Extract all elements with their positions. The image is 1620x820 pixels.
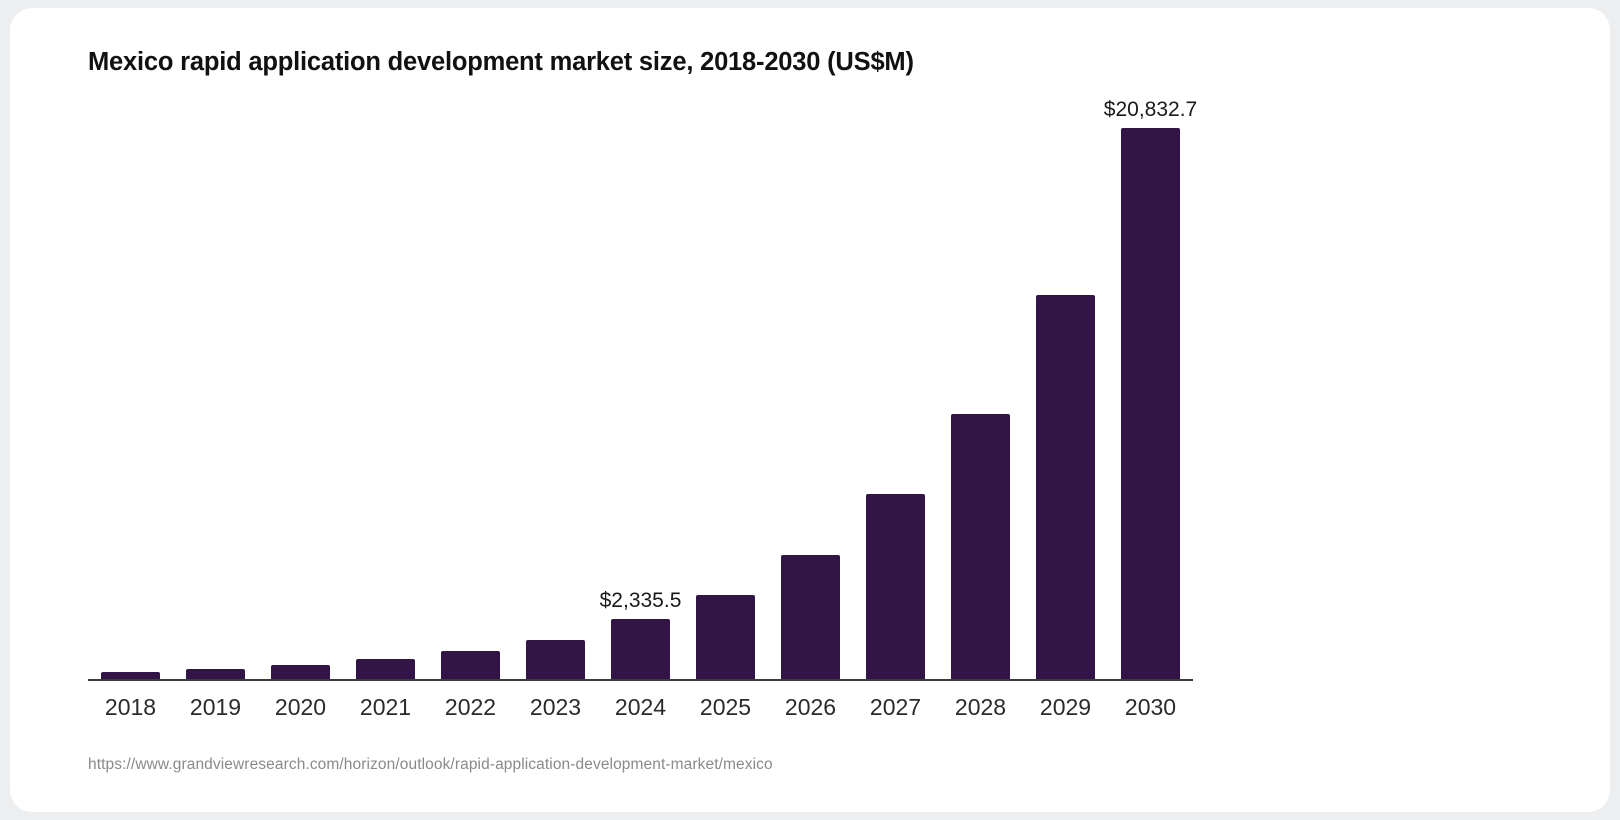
x-tick-2022: 2022 (444, 694, 497, 720)
bar-slot (343, 128, 428, 681)
bar-slot (1108, 128, 1193, 681)
x-tick-2023: 2023 (529, 694, 582, 720)
bar-slot (938, 128, 1023, 681)
bar-value-label-2030: $20,832.7 (1103, 98, 1198, 121)
x-tick-2029: 2029 (1039, 694, 1092, 720)
bar-slot (258, 128, 343, 681)
x-tick-2021: 2021 (359, 694, 412, 720)
bar-slot (683, 128, 768, 681)
bar-2021[interactable] (356, 659, 415, 681)
bar-2027[interactable] (866, 494, 925, 681)
bar-value-label-2024: $2,335.5 (599, 589, 682, 612)
bar-2025[interactable] (696, 595, 755, 681)
x-axis-line (88, 679, 1193, 681)
bar-slot (768, 128, 853, 681)
bar-slot (853, 128, 938, 681)
bar-2023[interactable] (526, 640, 585, 681)
x-tick-2027: 2027 (869, 694, 922, 720)
x-tick-2028: 2028 (954, 694, 1007, 720)
bar-slot (173, 128, 258, 681)
chart-card: Mexico rapid application development mar… (10, 8, 1610, 812)
bar-slot (513, 128, 598, 681)
x-tick-2025: 2025 (699, 694, 752, 720)
bar-2019[interactable] (186, 669, 245, 681)
x-tick-2020: 2020 (274, 694, 327, 720)
x-tick-2019: 2019 (189, 694, 242, 720)
chart-title: Mexico rapid application development mar… (88, 48, 914, 76)
x-tick-2030: 2030 (1124, 694, 1177, 720)
bar-2020[interactable] (271, 665, 330, 681)
bar-2024[interactable] (611, 619, 670, 681)
bar-2026[interactable] (781, 555, 840, 681)
bar-slot (428, 128, 513, 681)
source-url: https://www.grandviewresearch.com/horizo… (88, 756, 773, 773)
bar-slot (1023, 128, 1108, 681)
bar-2028[interactable] (951, 414, 1010, 681)
bar-slot (88, 128, 173, 681)
x-tick-2024: 2024 (614, 694, 667, 720)
x-tick-2026: 2026 (784, 694, 837, 720)
bar-slot (598, 128, 683, 681)
bar-2022[interactable] (441, 651, 500, 681)
bar-2030[interactable] (1121, 128, 1180, 681)
bar-2029[interactable] (1036, 295, 1095, 681)
plot-area (88, 128, 1198, 681)
x-tick-2018: 2018 (104, 694, 157, 720)
bar-2018[interactable] (101, 672, 160, 681)
